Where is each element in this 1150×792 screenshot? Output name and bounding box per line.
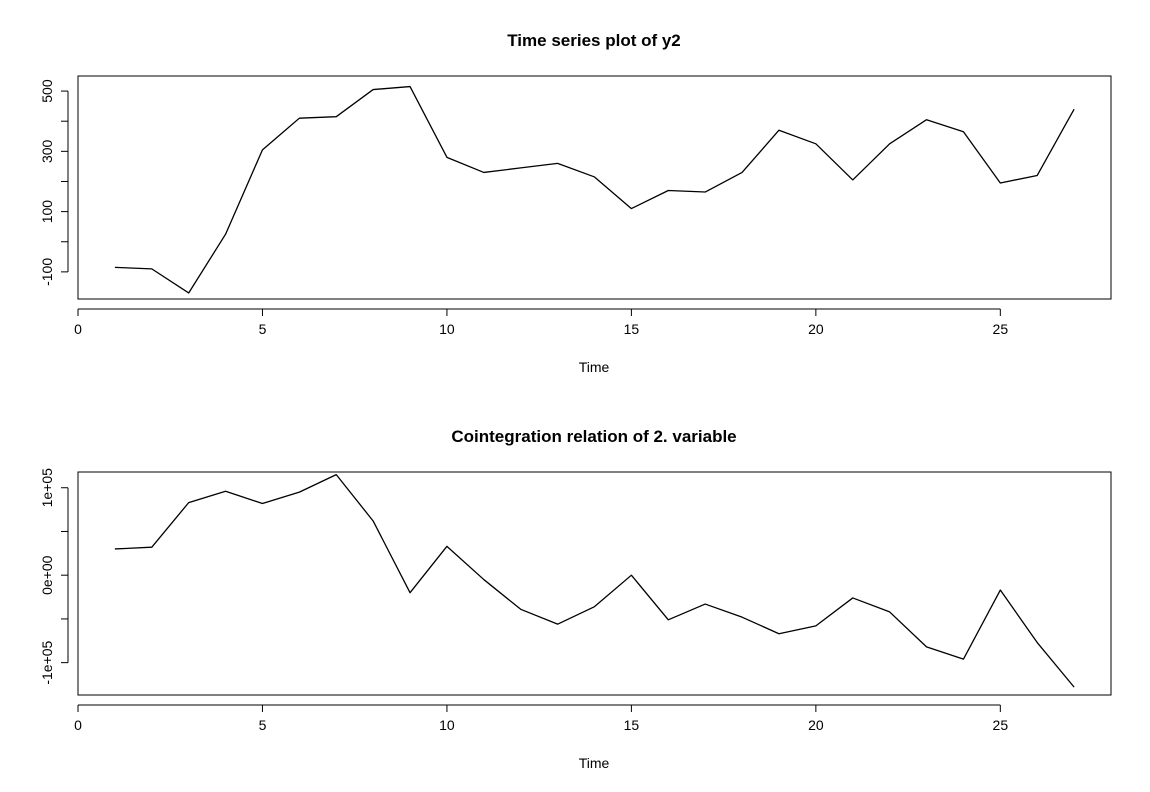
x-tick-label: 0 xyxy=(74,321,82,337)
panel-title: Cointegration relation of 2. variable xyxy=(451,427,736,446)
x-tick-label: 5 xyxy=(259,321,267,337)
x-axis-label: Time xyxy=(579,755,610,771)
y-tick-label: 500 xyxy=(39,79,55,103)
panel-title: Time series plot of y2 xyxy=(507,31,681,50)
y-axis: -1e+05 0e+00 1e+05 xyxy=(39,468,69,685)
x-axis: 0 5 10 15 20 25 xyxy=(74,308,1009,337)
y-tick-label: 1e+05 xyxy=(39,468,55,508)
y-tick-label: 100 xyxy=(39,200,55,224)
panel-cointegration-relation: Cointegration relation of 2. variable 0 5… xyxy=(39,427,1112,771)
x-tick-label: 20 xyxy=(808,717,824,733)
plot-box xyxy=(77,471,1112,696)
x-tick-label: 20 xyxy=(808,321,824,337)
plot-box xyxy=(77,75,1112,300)
series-line-cointegration xyxy=(114,473,1075,688)
x-tick-label: 15 xyxy=(624,321,640,337)
x-tick-label: 25 xyxy=(993,717,1009,733)
y-tick-label: 0e+00 xyxy=(39,555,55,595)
y-axis: -100 100 300 500 xyxy=(39,79,69,286)
x-axis: 0 5 10 15 20 25 xyxy=(74,704,1009,733)
series-line-y2 xyxy=(114,85,1075,294)
y-tick-label: -1e+05 xyxy=(39,640,55,684)
x-tick-label: 0 xyxy=(74,717,82,733)
x-tick-label: 5 xyxy=(259,717,267,733)
x-tick-label: 10 xyxy=(439,321,455,337)
panel-time-series-y2: Time series plot of y2 0 5 10 15 20 25 -100 10… xyxy=(39,31,1112,375)
x-axis-label: Time xyxy=(579,359,610,375)
x-tick-label: 25 xyxy=(993,321,1009,337)
x-tick-label: 15 xyxy=(624,717,640,733)
y-tick-label: 300 xyxy=(39,139,55,163)
x-tick-label: 10 xyxy=(439,717,455,733)
y-tick-label: -100 xyxy=(39,258,55,286)
